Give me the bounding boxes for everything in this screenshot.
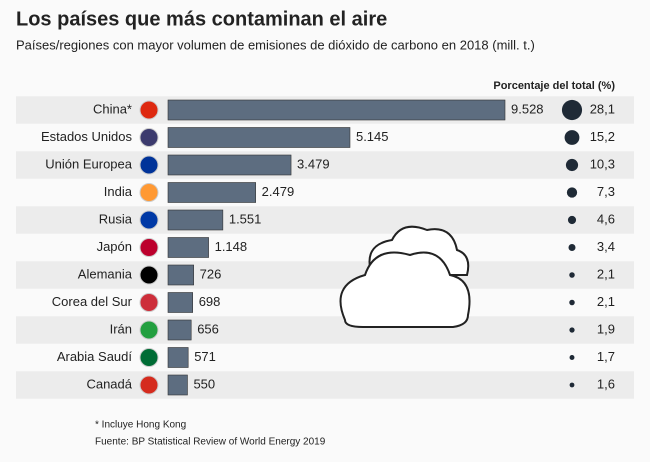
category-label: Corea del Sur bbox=[52, 294, 133, 309]
share-bubble bbox=[569, 355, 575, 360]
bar bbox=[167, 374, 188, 396]
share-label: 7,3 bbox=[597, 184, 615, 199]
share-bubble bbox=[567, 215, 577, 225]
category-label: Irán bbox=[110, 321, 132, 336]
share-bubble bbox=[569, 327, 575, 333]
share-label: 1,6 bbox=[597, 376, 615, 391]
share-bubble bbox=[569, 299, 575, 306]
value-label: 1.551 bbox=[229, 211, 262, 226]
flag-icon bbox=[139, 375, 159, 395]
bar bbox=[167, 319, 192, 341]
row-band bbox=[16, 261, 634, 289]
bar bbox=[167, 237, 209, 258]
bar bbox=[167, 182, 256, 203]
bar bbox=[167, 127, 351, 148]
chart-subtitle: Países/regiones con mayor volumen de emi… bbox=[16, 37, 535, 52]
bar bbox=[167, 292, 193, 313]
category-label: India bbox=[104, 184, 133, 199]
rows: China* 9.528 28,1 Estados Unidos 5.145 15,2 Un… bbox=[16, 96, 634, 399]
row-band bbox=[16, 151, 634, 179]
flag-icon bbox=[139, 155, 159, 175]
source: Fuente: BP Statistical Review of World E… bbox=[95, 437, 326, 448]
flag-icon bbox=[139, 348, 159, 367]
category-label: Rusia bbox=[99, 211, 133, 226]
share-label: 3,4 bbox=[597, 239, 615, 254]
share-label: 1,7 bbox=[597, 349, 615, 364]
category-label: Canadá bbox=[86, 376, 132, 391]
flag-icon bbox=[139, 238, 159, 257]
category-label: China* bbox=[93, 101, 132, 116]
value-label: 550 bbox=[193, 376, 215, 391]
share-label: 4,6 bbox=[597, 211, 615, 226]
chart-title: Los países que más contaminan el aire bbox=[16, 8, 387, 30]
share-label: 28,1 bbox=[590, 101, 615, 116]
value-label: 5.145 bbox=[356, 129, 389, 144]
value-label: 1.148 bbox=[215, 239, 248, 254]
row-band bbox=[16, 316, 634, 344]
category-label: Estados Unidos bbox=[41, 129, 133, 144]
share-label: 2,1 bbox=[597, 266, 615, 281]
flag-icon bbox=[139, 128, 159, 147]
row-band bbox=[16, 371, 634, 399]
bar bbox=[167, 209, 224, 231]
share-bubble bbox=[568, 243, 576, 252]
value-label: 2.479 bbox=[262, 184, 295, 199]
bar bbox=[167, 264, 194, 286]
bar bbox=[167, 99, 506, 121]
flag-icon bbox=[139, 183, 159, 202]
category-label: Japón bbox=[97, 239, 132, 254]
share-label: 15,2 bbox=[590, 129, 615, 144]
bar bbox=[167, 154, 292, 176]
value-label: 571 bbox=[194, 349, 216, 364]
category-label: Unión Europea bbox=[45, 156, 132, 171]
value-label: 3.479 bbox=[297, 156, 330, 171]
flag-icon bbox=[139, 293, 159, 312]
share-label: 2,1 bbox=[597, 294, 615, 309]
share-bubble bbox=[565, 158, 579, 172]
share-bubble bbox=[569, 382, 575, 388]
flag-icon bbox=[139, 320, 159, 340]
value-label: 9.528 bbox=[511, 101, 544, 116]
share-label: 1,9 bbox=[597, 321, 615, 336]
share-bubble bbox=[561, 99, 583, 121]
value-label: 726 bbox=[200, 266, 222, 281]
flag-icon bbox=[139, 265, 159, 285]
flag-icon bbox=[139, 210, 159, 230]
share-bubble bbox=[566, 187, 578, 198]
share-bubble bbox=[569, 272, 575, 278]
share-label: 10,3 bbox=[590, 156, 615, 171]
category-label: Arabia Saudí bbox=[57, 349, 133, 364]
bar bbox=[167, 347, 189, 368]
value-label: 656 bbox=[197, 321, 219, 336]
share-header: Porcentaje del total (%) bbox=[493, 80, 615, 92]
cloud-icon bbox=[339, 225, 471, 328]
footnote: * Incluye Hong Kong bbox=[95, 420, 186, 431]
row-band bbox=[16, 206, 634, 234]
value-label: 698 bbox=[199, 294, 221, 309]
category-label: Alemania bbox=[78, 266, 133, 281]
share-bubble bbox=[564, 130, 580, 145]
flag-icon bbox=[139, 100, 159, 120]
